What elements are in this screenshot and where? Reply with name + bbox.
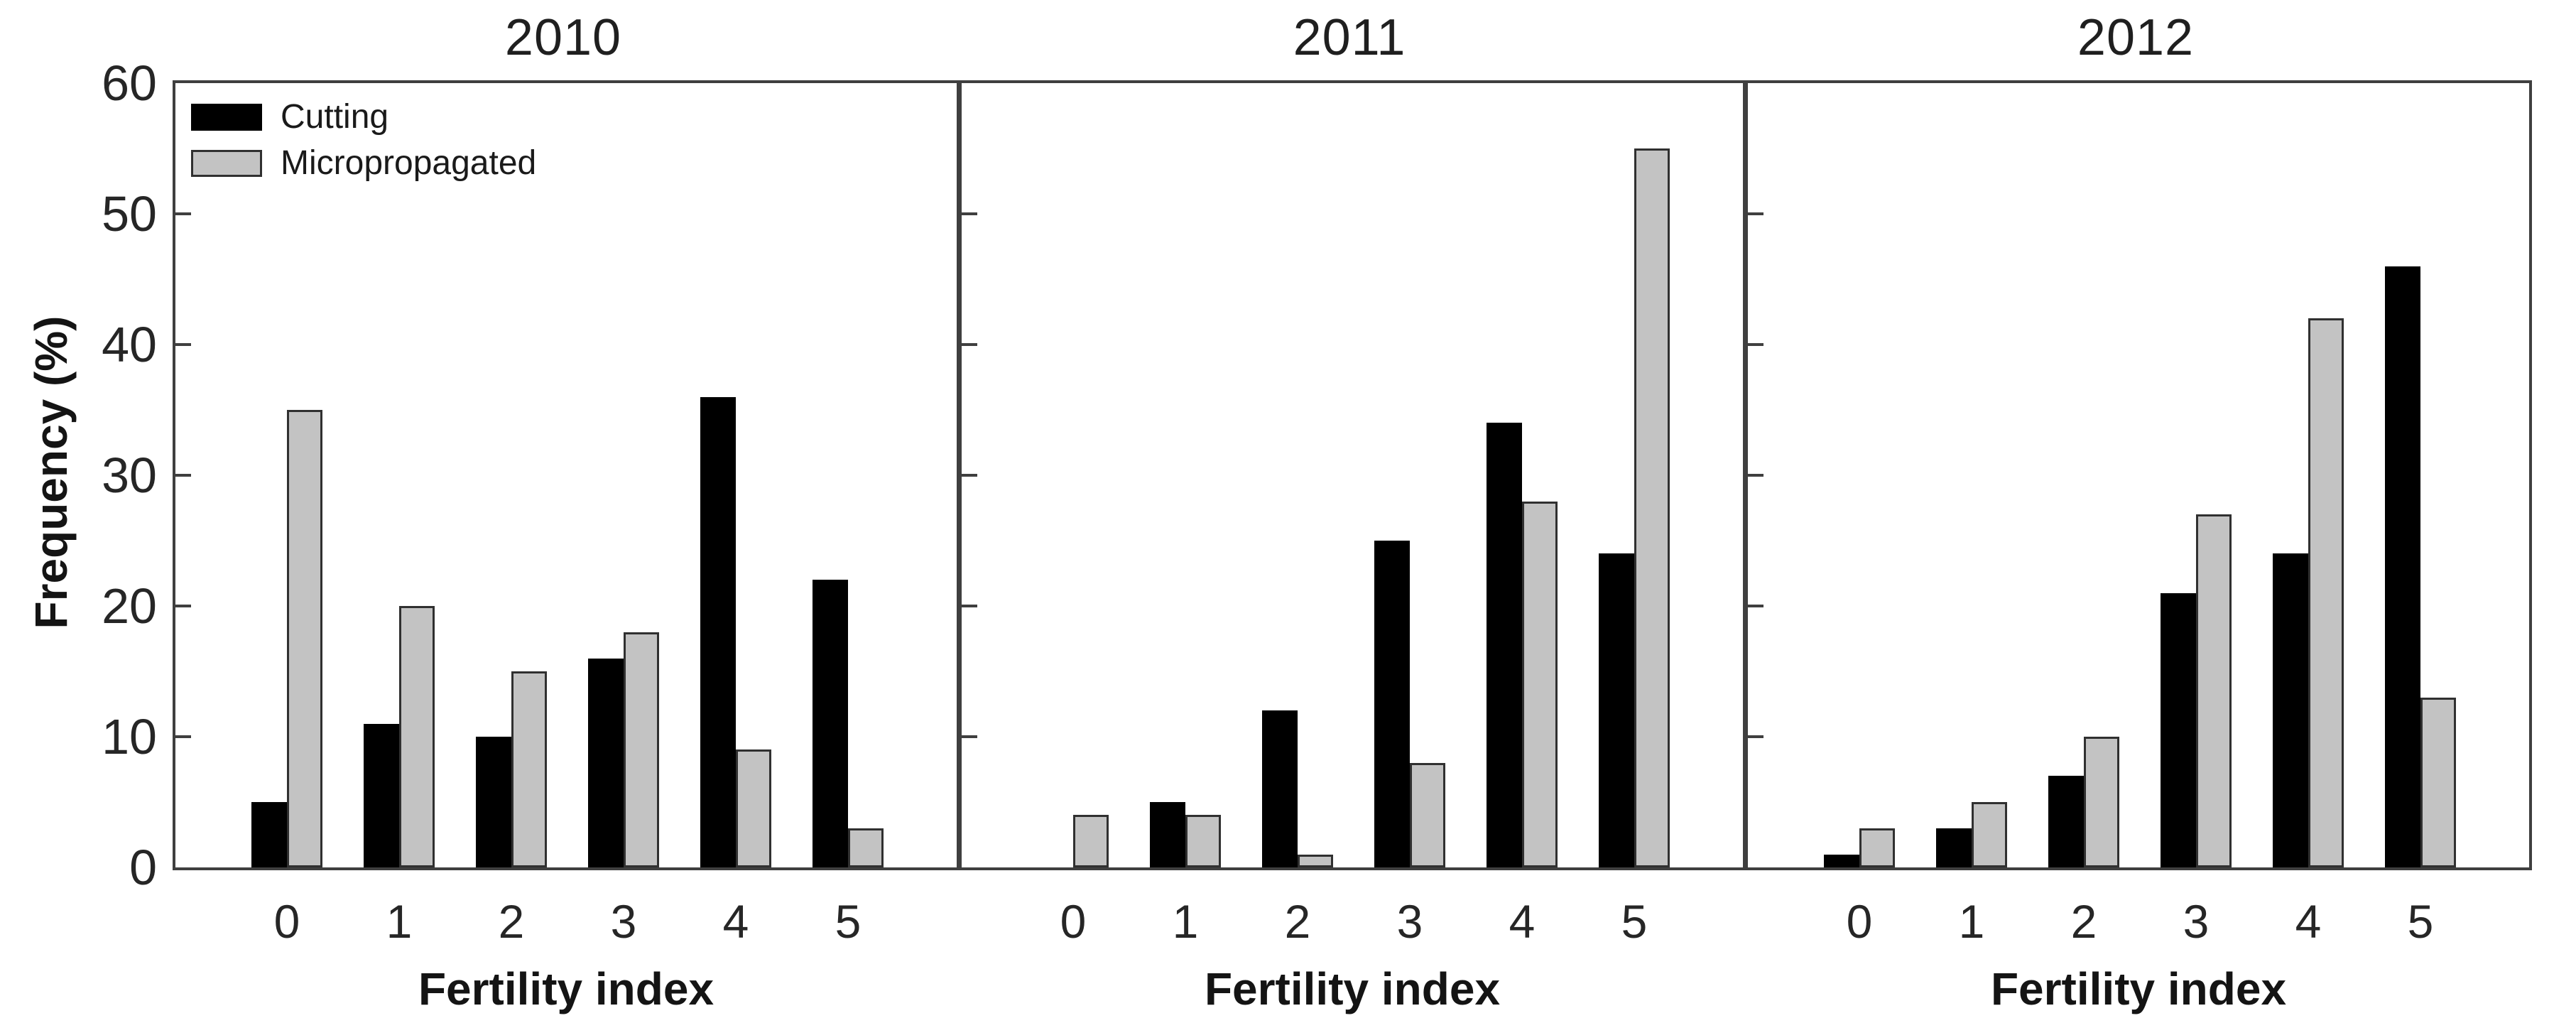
- y-tick-20: [175, 605, 191, 607]
- bar-micropropagated-2011-0: [1073, 815, 1109, 867]
- bar-cutting-2010-3: [588, 659, 624, 867]
- y-tick-label-40: 40: [102, 317, 157, 372]
- bar-cutting-2012-1: [1936, 828, 1972, 867]
- bar-cutting-2011-2: [1262, 710, 1298, 867]
- y-tick-label-30: 30: [102, 448, 157, 503]
- x-tick-label-2012-5: 5: [2407, 895, 2434, 948]
- x-tick-label-2012-2: 2: [2070, 895, 2097, 948]
- y-tick-50: [1748, 212, 1763, 215]
- plot-area-2011: 0 1 2 3 4 5 Fertility index: [959, 80, 1746, 1014]
- y-tick-20: [962, 605, 977, 607]
- panel-title-2010: 2010: [504, 9, 622, 66]
- bar-micropropagated-2010-1: [399, 606, 435, 867]
- x-tick-label-2011-3: 3: [1396, 895, 1423, 948]
- y-tick-40: [175, 343, 191, 346]
- legend-row-1: Micropropagated: [191, 144, 536, 183]
- bar-micropropagated-2010-2: [511, 671, 547, 867]
- x-axis-title-2012: Fertility index: [1990, 963, 2287, 1014]
- x-tick-label-2011-5: 5: [1621, 895, 1648, 948]
- x-tick-label-2010-3: 3: [610, 895, 637, 948]
- x-tick-label-2010-5: 5: [835, 895, 862, 948]
- bar-micropropagated-2010-4: [736, 749, 771, 867]
- legend-label-cutting: Cutting: [281, 98, 389, 136]
- bar-micropropagated-2012-2: [2084, 737, 2119, 867]
- y-tick-40: [962, 343, 977, 346]
- y-tick-label-20: 20: [102, 578, 157, 634]
- bar-micropropagated-2012-1: [1972, 802, 2007, 867]
- bar-cutting-2010-0: [251, 802, 287, 867]
- bar-cutting-2010-4: [700, 397, 736, 867]
- bar-micropropagated-2011-4: [1522, 502, 1558, 867]
- x-tick-label-2011-2: 2: [1284, 895, 1311, 948]
- x-tick-label-2012-1: 1: [1958, 895, 1985, 948]
- y-tick-30: [1748, 474, 1763, 477]
- plot-area-2012: 0 1 2 3 4 5 Fertility index: [1745, 80, 2532, 1014]
- bar-micropropagated-2012-4: [2308, 318, 2344, 867]
- x-axis-title-2010: Fertility index: [418, 963, 714, 1014]
- y-tick-label-0: 0: [129, 840, 157, 895]
- x-tick-label-2011-0: 0: [1060, 895, 1087, 948]
- legend-label-micropropagated: Micropropagated: [281, 144, 537, 182]
- x-tick-label-2011-4: 4: [1509, 895, 1536, 948]
- bar-cutting-2011-1: [1150, 802, 1185, 867]
- y-tick-label-50: 50: [102, 186, 157, 242]
- bar-cutting-2010-5: [813, 580, 848, 867]
- x-tick-label-2010-2: 2: [498, 895, 525, 948]
- panel-title-2012: 2012: [2077, 9, 2195, 66]
- bar-cutting-2012-5: [2385, 266, 2420, 867]
- x-tick-label-2010-0: 0: [273, 895, 300, 948]
- bar-micropropagated-2011-3: [1410, 763, 1445, 867]
- x-tick-label-2010-1: 1: [386, 895, 413, 948]
- y-tick-30: [175, 474, 191, 477]
- y-tick-20: [1748, 605, 1763, 607]
- bar-cutting-2010-2: [476, 737, 511, 867]
- legend-swatch-micropropagated: [191, 149, 262, 177]
- bar-cutting-2012-0: [1824, 855, 1859, 867]
- bar-cutting-2012-3: [2161, 593, 2196, 867]
- legend-row-0: Cutting: [191, 97, 536, 136]
- y-tick-label-60: 60: [102, 55, 157, 111]
- y-tick-10: [175, 735, 191, 738]
- x-tick-label-2012-0: 0: [1846, 895, 1873, 948]
- y-tick-30: [962, 474, 977, 477]
- x-tick-label-2012-4: 4: [2295, 895, 2322, 948]
- bar-cutting-2011-5: [1599, 553, 1634, 867]
- x-tick-label-2010-4: 4: [722, 895, 749, 948]
- y-tick-40: [1748, 343, 1763, 346]
- y-axis-title: Frequency (%): [26, 315, 77, 629]
- bar-cutting-2011-4: [1487, 423, 1522, 867]
- bar-cutting-2011-3: [1374, 541, 1410, 867]
- x-axis-title-2011: Fertility index: [1204, 963, 1501, 1014]
- y-tick-label-10: 10: [102, 709, 157, 764]
- x-tick-label-2012-3: 3: [2183, 895, 2210, 948]
- bar-micropropagated-2012-3: [2196, 514, 2232, 867]
- bar-micropropagated-2012-0: [1859, 828, 1895, 867]
- bar-micropropagated-2011-2: [1298, 855, 1333, 867]
- y-tick-10: [962, 735, 977, 738]
- legend: Cutting Micropropagated: [191, 97, 536, 190]
- bar-micropropagated-2010-3: [624, 632, 659, 867]
- x-tick-label-2011-1: 1: [1172, 895, 1199, 948]
- bar-cutting-2010-1: [364, 724, 399, 867]
- y-tick-10: [1748, 735, 1763, 738]
- panel-title-2011: 2011: [1293, 9, 1406, 66]
- y-tick-50: [175, 212, 191, 215]
- bar-cutting-2012-2: [2048, 776, 2084, 867]
- legend-swatch-cutting: [191, 103, 262, 131]
- bar-micropropagated-2010-5: [848, 828, 884, 867]
- bar-micropropagated-2010-0: [287, 410, 322, 867]
- bar-micropropagated-2011-1: [1185, 815, 1221, 867]
- bar-micropropagated-2012-5: [2420, 698, 2456, 867]
- bar-micropropagated-2011-5: [1634, 148, 1670, 867]
- y-tick-50: [962, 212, 977, 215]
- plot-area-2010: 0 10 20 30 40 50 60 0 1 2 3 4 5 Fertility index Cuttin…: [102, 58, 960, 1014]
- bar-cutting-2012-4: [2273, 553, 2308, 867]
